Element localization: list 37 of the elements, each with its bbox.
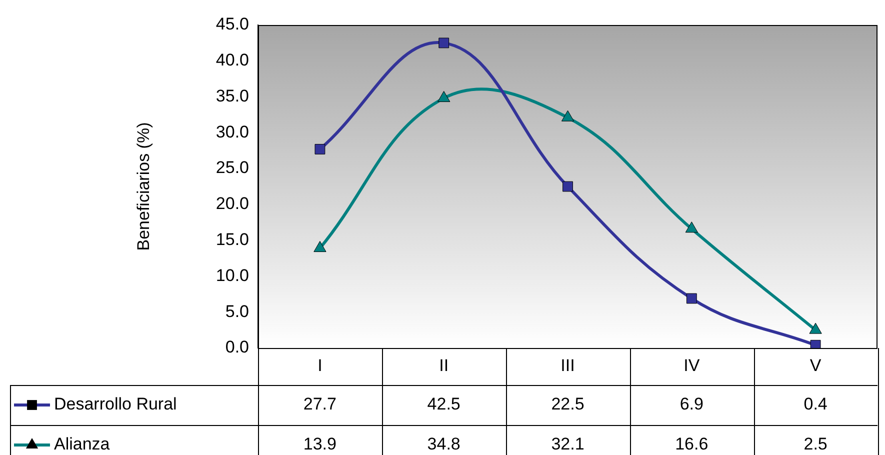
data-label: 16.6: [675, 434, 708, 454]
y-tick-label: 30.0: [216, 122, 249, 142]
y-axis-title: Beneficiarios (%): [134, 122, 153, 251]
x-tick-label: II: [439, 356, 449, 375]
data-label: 22.5: [551, 394, 584, 414]
y-tick-label: 40.0: [216, 50, 249, 70]
data-label: 32.1: [551, 434, 584, 454]
x-tick-label: I: [318, 356, 322, 375]
point: [438, 38, 450, 48]
y-tick-label: 10.0: [216, 266, 249, 285]
point: [438, 90, 450, 102]
y-tick-label: 45.0: [216, 14, 249, 34]
y-tick-label: 15.0: [216, 230, 249, 250]
y-tick-label: 35.0: [216, 86, 249, 106]
data-label: 34.8: [427, 434, 460, 454]
point: [314, 144, 326, 154]
x-tick-label: III: [560, 356, 575, 375]
legend-label: Alianza: [54, 434, 110, 454]
point: [809, 322, 822, 334]
data-label: 0.4: [804, 394, 828, 414]
y-tick-label: 25.0: [216, 158, 249, 178]
x-tick-label: IV: [684, 356, 700, 375]
data-label: 42.5: [427, 394, 460, 414]
y-tick-label: 0.0: [225, 338, 249, 357]
legend-label: Desarrollo Rural: [54, 394, 177, 414]
data-label: 2.5: [804, 434, 828, 454]
point: [561, 110, 574, 122]
x-tick-label: V: [810, 356, 822, 375]
data-label: 13.9: [303, 434, 336, 454]
point: [686, 293, 697, 304]
y-tick-label: 20.0: [216, 194, 249, 214]
point: [685, 222, 698, 233]
data-label: 27.7: [303, 394, 336, 414]
data-label: 6.9: [680, 394, 704, 414]
point: [562, 181, 573, 192]
y-tick-label: 5.0: [225, 302, 249, 321]
point: [314, 240, 326, 252]
